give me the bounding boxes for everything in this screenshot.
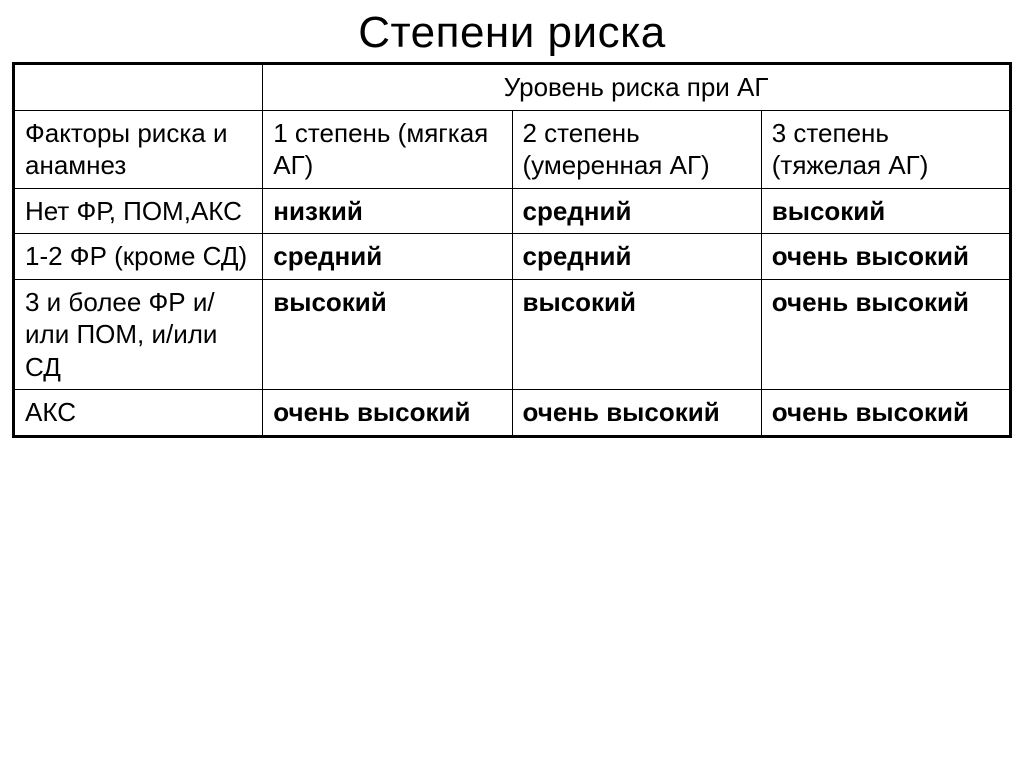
row-label: 3 и более ФР и/или ПОМ, и/или СД: [14, 279, 263, 390]
table-header-row-cols: Факторы риска и анамнез 1 степень (мягка…: [14, 110, 1011, 188]
col-header-3: 3 степень (тяжелая АГ): [761, 110, 1010, 188]
row-label: Нет ФР, ПОМ,АКС: [14, 188, 263, 234]
table-row: 1-2 ФР (кроме СД) средний средний очень …: [14, 234, 1011, 280]
risk-cell: высокий: [263, 279, 512, 390]
table-row: Нет ФР, ПОМ,АКС низкий средний высокий: [14, 188, 1011, 234]
risk-cell: средний: [263, 234, 512, 280]
table-row: 3 и более ФР и/или ПОМ, и/или СД высокий…: [14, 279, 1011, 390]
table-row: АКС очень высокий очень высокий очень вы…: [14, 390, 1011, 437]
risk-cell: низкий: [263, 188, 512, 234]
col-header-2: 2 степень (умеренная АГ): [512, 110, 761, 188]
risk-table: Уровень риска при АГ Факторы риска и ана…: [12, 62, 1012, 438]
risk-cell: очень высокий: [761, 234, 1010, 280]
page-title: Степени риска: [12, 8, 1012, 58]
risk-cell: очень высокий: [512, 390, 761, 437]
risk-cell: средний: [512, 188, 761, 234]
risk-cell: средний: [512, 234, 761, 280]
risk-cell: высокий: [512, 279, 761, 390]
risk-cell: очень высокий: [761, 279, 1010, 390]
risk-cell: очень высокий: [263, 390, 512, 437]
row-header-label: Факторы риска и анамнез: [14, 110, 263, 188]
col-header-1: 1 степень (мягкая АГ): [263, 110, 512, 188]
risk-cell: очень высокий: [761, 390, 1010, 437]
page: Степени риска Уровень риска при АГ Факто…: [0, 0, 1024, 768]
corner-cell: [14, 64, 263, 111]
row-label: 1-2 ФР (кроме СД): [14, 234, 263, 280]
table-header-row-span: Уровень риска при АГ: [14, 64, 1011, 111]
row-label: АКС: [14, 390, 263, 437]
span-header: Уровень риска при АГ: [263, 64, 1011, 111]
risk-cell: высокий: [761, 188, 1010, 234]
